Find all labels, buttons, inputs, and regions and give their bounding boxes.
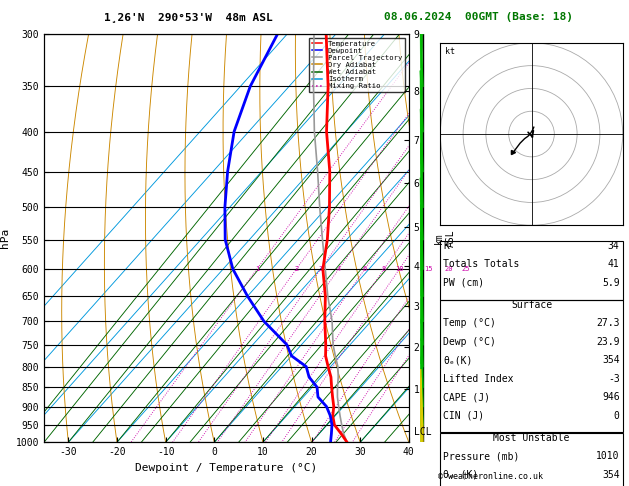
Text: 25: 25 [462, 266, 470, 272]
Text: 5.9: 5.9 [602, 278, 620, 288]
Text: © weatheronline.co.uk: © weatheronline.co.uk [438, 472, 543, 481]
Text: Surface: Surface [511, 300, 552, 310]
Text: Totals Totals: Totals Totals [443, 259, 520, 269]
Polygon shape [420, 71, 423, 164]
Polygon shape [421, 370, 423, 461]
Text: 10: 10 [395, 266, 404, 272]
Text: 946: 946 [602, 392, 620, 402]
Text: 4: 4 [337, 266, 341, 272]
Text: 08.06.2024  00GMT (Base: 18): 08.06.2024 00GMT (Base: 18) [384, 12, 572, 22]
Y-axis label: hPa: hPa [0, 228, 10, 248]
Text: Pressure (mb): Pressure (mb) [443, 451, 520, 462]
Text: 354: 354 [602, 470, 620, 480]
Legend: Temperature, Dewpoint, Parcel Trajectory, Dry Adiabat, Wet Adiabat, Isotherm, Mi: Temperature, Dewpoint, Parcel Trajectory… [309, 37, 405, 92]
Polygon shape [421, 143, 423, 235]
Text: Most Unstable: Most Unstable [493, 433, 570, 443]
Text: 8: 8 [382, 266, 386, 272]
Polygon shape [421, 254, 423, 341]
Polygon shape [421, 357, 423, 444]
Polygon shape [420, 178, 423, 271]
Text: 354: 354 [602, 355, 620, 365]
Text: 34: 34 [608, 241, 620, 251]
Text: Lifted Index: Lifted Index [443, 374, 514, 384]
Polygon shape [421, 319, 423, 406]
Text: 27.3: 27.3 [596, 318, 620, 329]
Polygon shape [421, 232, 423, 324]
Polygon shape [421, 109, 423, 202]
Polygon shape [420, 25, 423, 118]
Text: PW (cm): PW (cm) [443, 278, 484, 288]
Polygon shape [420, 0, 423, 68]
Text: Dewp (°C): Dewp (°C) [443, 337, 496, 347]
Text: 6: 6 [363, 266, 367, 272]
Text: kt: kt [445, 48, 455, 56]
Y-axis label: km
ASL: km ASL [434, 229, 456, 247]
Text: 0: 0 [614, 411, 620, 421]
Text: Temp (°C): Temp (°C) [443, 318, 496, 329]
Text: 3: 3 [318, 266, 323, 272]
X-axis label: Dewpoint / Temperature (°C): Dewpoint / Temperature (°C) [135, 463, 318, 473]
Polygon shape [421, 339, 423, 426]
Text: CAPE (J): CAPE (J) [443, 392, 491, 402]
Polygon shape [421, 205, 423, 296]
Text: K: K [443, 241, 449, 251]
Text: 23.9: 23.9 [596, 337, 620, 347]
Text: 1010: 1010 [596, 451, 620, 462]
Polygon shape [421, 379, 423, 469]
Text: 20: 20 [445, 266, 454, 272]
Text: 15: 15 [424, 266, 432, 272]
Text: CIN (J): CIN (J) [443, 411, 484, 421]
Text: 1¸26'N  290°53'W  48m ASL: 1¸26'N 290°53'W 48m ASL [104, 12, 273, 22]
Text: 1: 1 [255, 266, 259, 272]
Text: θₑ(K): θₑ(K) [443, 355, 473, 365]
Text: θₑ (K): θₑ (K) [443, 470, 479, 480]
Text: -3: -3 [608, 374, 620, 384]
Text: 41: 41 [608, 259, 620, 269]
Polygon shape [421, 277, 423, 364]
Text: 2: 2 [294, 266, 298, 272]
Polygon shape [421, 299, 423, 386]
